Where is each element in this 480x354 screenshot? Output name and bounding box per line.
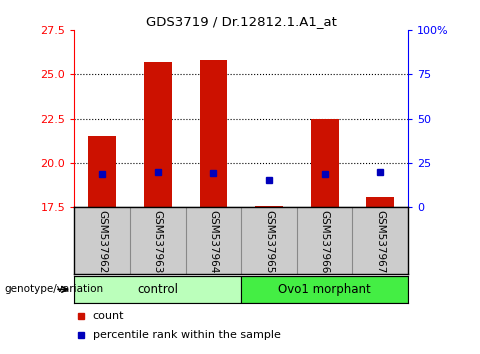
Text: Ovo1 morphant: Ovo1 morphant <box>278 283 371 296</box>
Text: GSM537962: GSM537962 <box>97 210 107 274</box>
Text: GSM537964: GSM537964 <box>208 210 218 274</box>
Text: genotype/variation: genotype/variation <box>5 284 104 295</box>
Bar <box>144 62 172 207</box>
Text: GSM537963: GSM537963 <box>153 210 163 274</box>
Bar <box>255 206 283 207</box>
Text: GSM537967: GSM537967 <box>375 210 385 274</box>
Bar <box>366 198 394 207</box>
Bar <box>311 119 338 207</box>
Text: GSM537965: GSM537965 <box>264 210 274 274</box>
Bar <box>74 276 241 303</box>
Text: GSM537966: GSM537966 <box>320 210 330 274</box>
Text: count: count <box>93 311 124 321</box>
Text: percentile rank within the sample: percentile rank within the sample <box>93 330 281 341</box>
Bar <box>241 276 408 303</box>
Bar <box>200 60 228 207</box>
Title: GDS3719 / Dr.12812.1.A1_at: GDS3719 / Dr.12812.1.A1_at <box>146 15 336 28</box>
Bar <box>88 136 116 207</box>
Text: control: control <box>137 283 178 296</box>
